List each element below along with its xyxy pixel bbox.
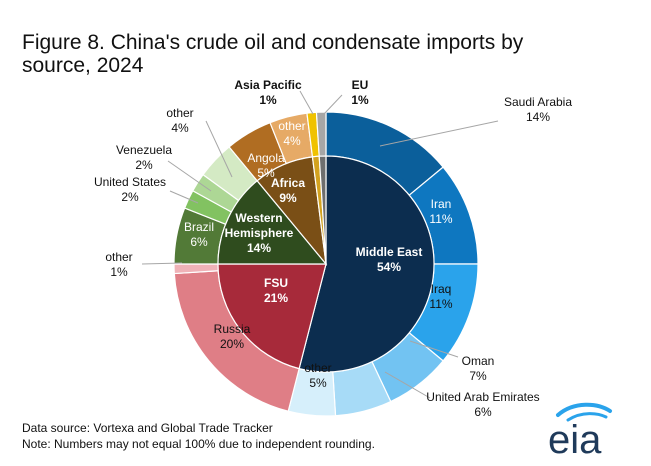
inner-slice-eu <box>318 155 327 265</box>
inner-slice-fsu <box>217 263 327 370</box>
outer-label-middle-east-iraq: Iraq 11% <box>429 282 452 311</box>
leader-line-western-hemisphere-venezuela <box>167 160 212 192</box>
outer-label-middle-east-iran: Iran 11% <box>429 197 452 226</box>
leader-line-western-hemisphere-united-states <box>169 190 199 204</box>
outer-label-middle-east-united-arab-emirates: United Arab Emirates 6% <box>426 390 539 419</box>
outer-label-fsu-russia: Russia 20% <box>214 322 251 351</box>
inner-label-africa: Africa 9% <box>271 176 305 205</box>
outer-label-fsu-other: other 1% <box>105 250 132 279</box>
eia-logo-graphic: eia <box>548 402 612 462</box>
inner-slice-middle-east <box>298 155 435 373</box>
eia-logo-text: eia <box>548 418 602 461</box>
leader-line-eu-eu <box>323 94 343 115</box>
outer-label-eu-eu: EU 1% <box>351 78 369 107</box>
leader-line-middle-east-united-arab-emirates <box>384 371 431 399</box>
eia-logo[interactable]: eia <box>544 401 624 462</box>
leader-line-fsu-other <box>141 262 183 265</box>
leader-line-asia-pacific-asia-pacific <box>299 90 314 115</box>
outer-label-middle-east-saudi-arabia: Saudi Arabia 14% <box>504 95 572 124</box>
leader-line-western-hemisphere-other <box>205 120 233 178</box>
chart-title-line-2: source, 2024 <box>22 54 144 77</box>
outer-label-africa-other: other 4% <box>278 119 305 148</box>
outer-label-middle-east-other: other 5% <box>304 361 331 390</box>
outer-label-africa-angola: Angola 5% <box>247 151 285 180</box>
inner-label-fsu: FSU 21% <box>264 276 288 305</box>
inner-slice-western-hemisphere <box>217 179 328 265</box>
leader-line-middle-east-saudi-arabia <box>379 120 499 147</box>
chart-title-line-1: Figure 8. China's crude oil and condensa… <box>22 31 524 54</box>
outer-label-western-hemisphere-other: other 4% <box>166 106 193 135</box>
outer-label-western-hemisphere-united-states: United States 2% <box>94 175 166 204</box>
outer-label-western-hemisphere-brazil: Brazil 6% <box>184 220 214 249</box>
outer-label-middle-east-oman: Oman 7% <box>462 354 495 383</box>
leader-line-middle-east-oman <box>409 340 459 358</box>
inner-label-middle-east: Middle East 54% <box>356 245 423 274</box>
outer-label-asia-pacific-asia-pacific: Asia Pacific 1% <box>234 78 302 107</box>
data-source-note: Data source: Vortexa and Global Trade Tr… <box>22 421 273 435</box>
outer-label-western-hemisphere-venezuela: Venezuela 2% <box>116 143 172 172</box>
rounding-note: Note: Numbers may not equal 100% due to … <box>22 437 375 451</box>
inner-label-western-hemisphere: Western Hemisphere 14% <box>225 211 294 255</box>
chart-title: Figure 8. China's crude oil and condensa… <box>22 31 582 77</box>
